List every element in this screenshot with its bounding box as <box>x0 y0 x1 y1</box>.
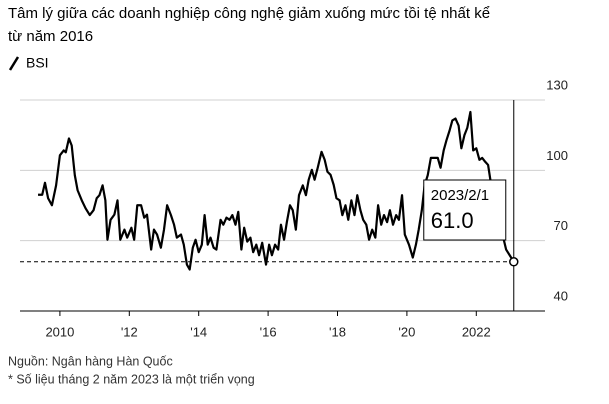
data-line <box>38 110 515 271</box>
annotation-box <box>423 179 507 241</box>
legend-label: BSI <box>26 55 49 71</box>
chart-title: từ năm 2016 <box>8 28 93 45</box>
annotation-date: 2023/2/1 <box>431 187 489 204</box>
end-point <box>509 257 519 267</box>
x-tick-label: 2010 <box>45 324 74 339</box>
legend-icon <box>8 56 20 71</box>
y-tick-label: 130 <box>546 77 568 92</box>
annotation-value: 61.0 <box>431 208 474 233</box>
x-tick-label: '20 <box>398 324 415 339</box>
x-tick-label: '18 <box>329 324 346 339</box>
x-tick-label: '12 <box>121 324 138 339</box>
footnote: * Số liệu tháng 2 năm 2023 là một triển … <box>8 372 255 386</box>
source-note: Nguồn: Ngân hàng Hàn Quốc <box>8 354 173 368</box>
x-tick-label: '16 <box>260 324 277 339</box>
y-tick-label: 100 <box>546 148 568 163</box>
x-tick-label: '14 <box>190 324 207 339</box>
y-tick-label: 40 <box>554 288 568 303</box>
chart-title: Tâm lý giữa các doanh nghiệp công nghệ g… <box>8 5 490 22</box>
y-tick-label: 70 <box>554 218 568 233</box>
x-tick-label: 2022 <box>462 324 491 339</box>
